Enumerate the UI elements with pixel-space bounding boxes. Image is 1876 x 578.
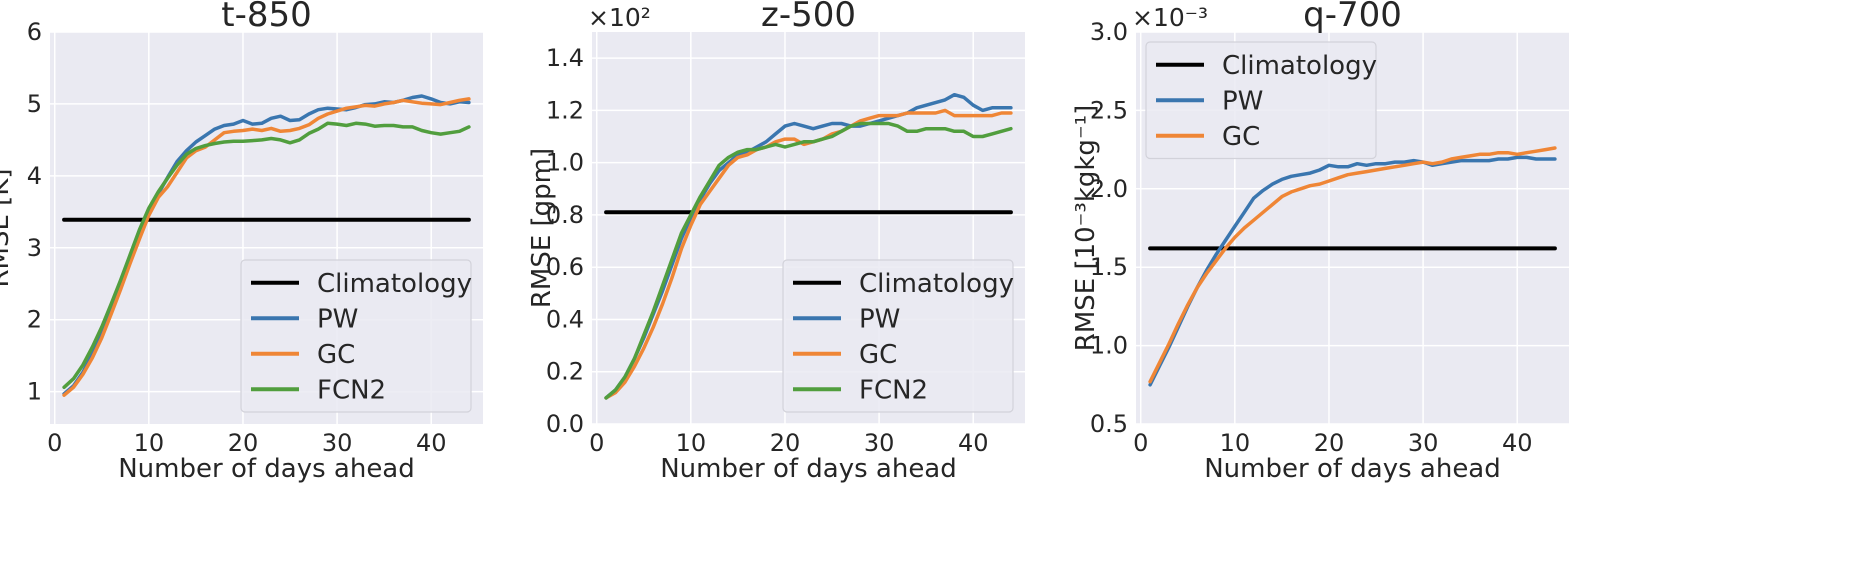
legend-label: FCN2: [317, 375, 386, 405]
x-tick-label: 0: [589, 429, 604, 457]
y-tick-label: 0.0: [546, 410, 584, 438]
legend-label: PW: [317, 304, 358, 334]
y-tick-label: 3.0: [1090, 18, 1128, 46]
x-tick-label: 10: [676, 429, 707, 457]
series-line-pw: [604, 92, 1013, 400]
x-tick-label: 30: [322, 429, 353, 457]
legend: Climatology PW GC FCN2: [240, 259, 472, 413]
x-tick-label: 10: [134, 429, 165, 457]
legend-label: GC: [859, 340, 897, 370]
y-tick-label: 1.5: [1090, 253, 1128, 281]
y-multiplier: ×10²: [588, 3, 651, 32]
chart-panel-z500: 0 10 20 30 400.00.20.40.60.81.01.21.4 z-500 …: [527, 0, 1025, 484]
y-tick-label: 1.4: [546, 44, 584, 72]
x-tick-label: 40: [1502, 429, 1533, 457]
x-axis-label: Number of days ahead: [118, 454, 415, 484]
legend-label: Climatology: [1222, 51, 1377, 81]
x-tick-label: 20: [228, 429, 259, 457]
legend: Climatology PW GC FCN2: [782, 259, 1014, 413]
legend: Climatology PW GC: [1145, 41, 1377, 160]
chart-title: t-850: [221, 0, 312, 35]
y-tick-label: 2.0: [1090, 175, 1128, 203]
legend-label: GC: [317, 340, 355, 370]
series-lines: [62, 94, 471, 397]
x-tick-label: 40: [416, 429, 447, 457]
chart-title: q-700: [1303, 0, 1402, 35]
y-tick-label: 0.4: [546, 305, 584, 333]
series-line-gc: [1148, 146, 1557, 384]
series-line-fcn2: [604, 121, 1013, 400]
x-tick-label: 40: [958, 429, 989, 457]
y-tick-label: 5: [27, 90, 42, 118]
y-tick-label: 1.2: [546, 96, 584, 124]
y-tick-label: 0.6: [546, 253, 584, 281]
tick-labels: 0 10 20 30 40 0.5 1.0 1.5 2.0 2.5 3.0: [1090, 18, 1533, 457]
y-tick-label: 0.8: [546, 201, 584, 229]
x-tick-label: 20: [770, 429, 801, 457]
legend-box: [782, 259, 1014, 413]
y-tick-label: 1.0: [1090, 332, 1128, 360]
tick-labels: 0 10 20 30 40 1 2 3 4 5 6: [27, 18, 447, 457]
y-multiplier: ×10⁻³: [1132, 3, 1208, 32]
x-tick-label: 20: [1314, 429, 1345, 457]
legend-label: PW: [859, 304, 900, 334]
chart-panel-q700: 0 10 20 30 400.51.01.52.02.53.0 q-700 ×10⁻³ …: [1071, 0, 1569, 484]
legend-label: Climatology: [317, 269, 472, 299]
x-axis-label: Number of days ahead: [1204, 454, 1501, 484]
chart-title: z-500: [761, 0, 856, 35]
legend-box: [240, 259, 472, 413]
y-axis-label: RMSE [gpm]: [527, 148, 557, 308]
legend-label: FCN2: [859, 375, 928, 405]
y-axis-label: RMSE [10⁻³kgkg⁻¹]: [1071, 105, 1101, 351]
legend-box: [1145, 41, 1377, 160]
x-tick-label: 0: [1133, 429, 1148, 457]
series-line-pw: [1148, 155, 1557, 387]
y-tick-label: 1: [27, 378, 42, 406]
x-axis-label: Number of days ahead: [660, 454, 957, 484]
y-tick-label: 2.5: [1090, 96, 1128, 124]
y-axis-label: RMSE [K]: [0, 168, 15, 287]
series-line-gc: [62, 97, 471, 397]
series-lines: [1148, 146, 1557, 387]
y-tick-label: 1.0: [546, 149, 584, 177]
y-tick-label: 4: [27, 162, 42, 190]
legend-label: GC: [1222, 122, 1260, 152]
series-line-fcn2: [62, 121, 471, 390]
y-tick-label: 2: [27, 306, 42, 334]
y-tick-label: 3: [27, 234, 42, 262]
x-tick-label: 30: [864, 429, 895, 457]
x-tick-label: 0: [47, 429, 62, 457]
x-tick-label: 10: [1220, 429, 1251, 457]
tick-labels: 0 10 20 30 40 0.0 0.2 0.4 0.6 0.8 1.0 1.2 1.4: [546, 44, 989, 457]
legend-label: PW: [1222, 86, 1263, 116]
y-tick-label: 0.2: [546, 358, 584, 386]
series-lines: [604, 92, 1013, 400]
y-tick-label: 6: [27, 18, 42, 46]
x-tick-label: 30: [1408, 429, 1439, 457]
chart-panel-t850: 0 10 20 30 40 1 2 3 4 5 6 t-850 Number of days ahe…: [0, 0, 483, 484]
y-tick-label: 0.5: [1090, 410, 1128, 438]
legend-label: Climatology: [859, 269, 1014, 299]
